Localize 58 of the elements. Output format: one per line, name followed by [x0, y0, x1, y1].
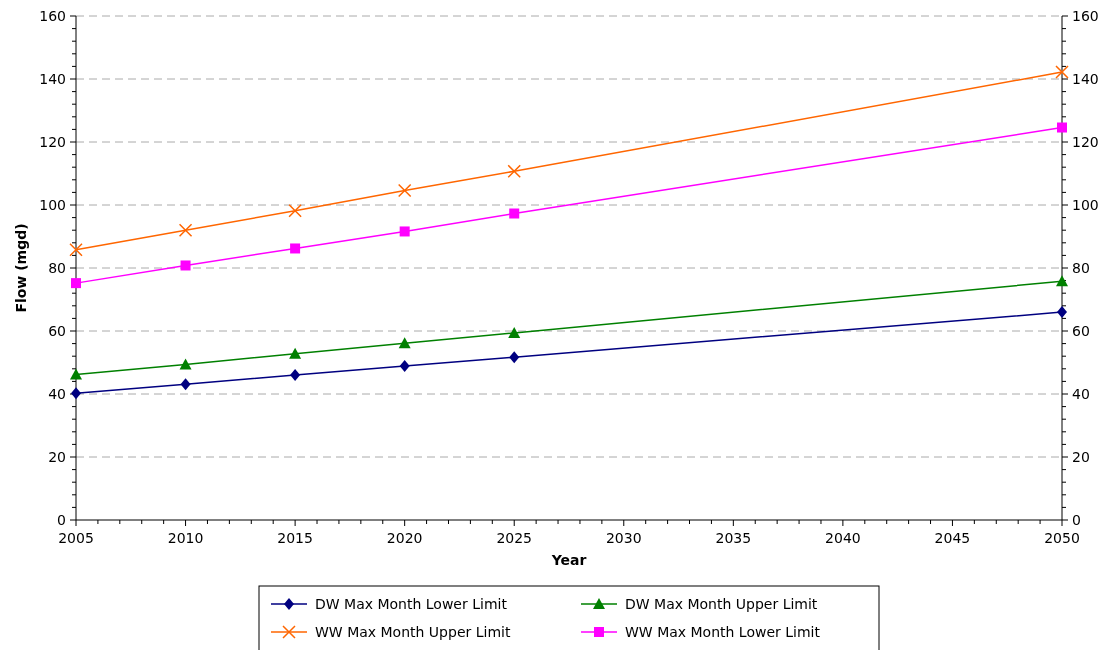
- y-tick-label: 140: [39, 71, 66, 87]
- point: [71, 387, 81, 400]
- point: [179, 358, 192, 370]
- y-tick-label: 40: [48, 386, 66, 402]
- point: [399, 226, 410, 237]
- x-tick-label: 2040: [825, 530, 861, 546]
- legend-label: DW Max Month Upper Limit: [625, 596, 818, 612]
- point: [69, 242, 83, 257]
- y-tick-label: 0: [57, 512, 66, 528]
- y-tick-label: 160: [39, 8, 66, 24]
- point: [507, 164, 521, 179]
- y2-tick-label: 20: [1072, 449, 1090, 465]
- point: [1057, 122, 1067, 133]
- point: [509, 208, 520, 219]
- x-tick-label: 2045: [934, 530, 971, 546]
- x-axis-title: Year: [550, 552, 587, 568]
- y-tick-label: 80: [48, 260, 66, 276]
- point: [508, 326, 521, 338]
- legend-label: WW Max Month Upper Limit: [315, 624, 511, 640]
- point: [398, 337, 411, 349]
- y-tick-label: 100: [39, 197, 66, 213]
- point: [1057, 306, 1067, 319]
- y2-tick-label: 60: [1072, 323, 1090, 339]
- point: [180, 378, 191, 391]
- y2-tick-label: 140: [1072, 71, 1099, 87]
- point: [399, 359, 410, 372]
- legend-label: WW Max Month Lower Limit: [625, 624, 821, 640]
- y2-tick-label: 80: [1072, 260, 1090, 276]
- y2-tick-label: 120: [1072, 134, 1099, 150]
- y-axis-title: Flow (mgd): [13, 223, 29, 313]
- x-tick-label: 2020: [386, 530, 423, 546]
- y2-tick-label: 0: [1072, 512, 1081, 528]
- point: [70, 368, 82, 380]
- x-tick-label: 2010: [167, 530, 204, 546]
- y-tick-label: 20: [48, 449, 66, 465]
- y-tick-label: 120: [39, 134, 66, 150]
- y2-tick-label: 40: [1072, 386, 1090, 402]
- x-tick-label: 2015: [277, 530, 313, 546]
- point: [288, 203, 302, 218]
- x-tick-label: 2030: [605, 530, 642, 546]
- point: [290, 243, 301, 254]
- point: [397, 183, 412, 198]
- y2-tick-label: 100: [1072, 197, 1099, 213]
- point: [289, 347, 302, 359]
- point: [290, 369, 301, 382]
- point: [178, 223, 193, 237]
- legend-label: DW Max Month Lower Limit: [315, 596, 508, 612]
- point: [180, 260, 191, 271]
- x-tick-label: 2005: [58, 530, 94, 546]
- x-tick-label: 2025: [496, 530, 533, 546]
- point: [1055, 65, 1069, 79]
- y-tick-label: 60: [48, 323, 66, 339]
- y2-tick-label: 160: [1072, 8, 1099, 24]
- x-tick-label: 2035: [715, 530, 752, 546]
- point: [71, 278, 81, 289]
- point: [1056, 275, 1068, 287]
- point: [509, 351, 520, 364]
- x-tick-label: 2050: [1044, 530, 1080, 546]
